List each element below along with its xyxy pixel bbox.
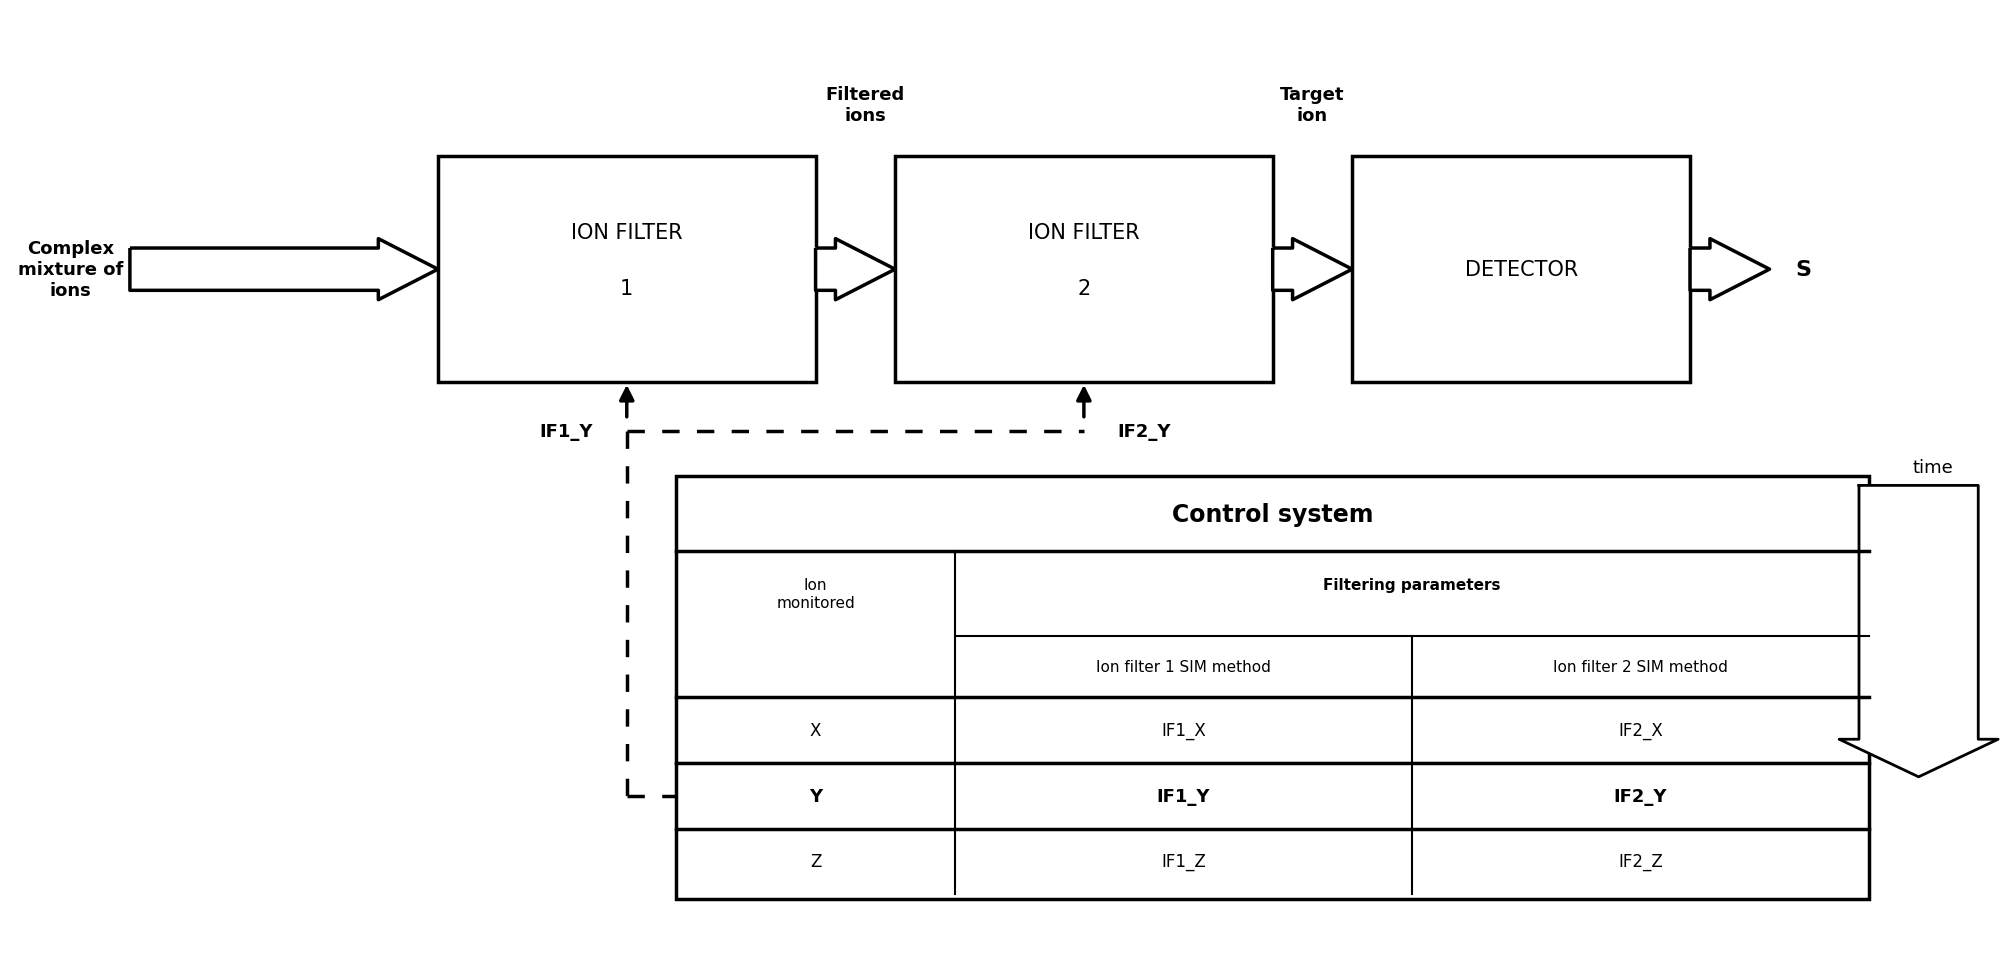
Text: IF2_Z: IF2_Z	[1617, 853, 1662, 870]
Text: IF1_Z: IF1_Z	[1160, 853, 1204, 870]
Text: Filtering parameters: Filtering parameters	[1323, 577, 1500, 592]
Polygon shape	[1839, 486, 1998, 777]
Text: IF1_Y: IF1_Y	[540, 422, 592, 440]
Polygon shape	[129, 239, 437, 300]
Text: Ion filter 2 SIM method: Ion filter 2 SIM method	[1553, 659, 1726, 674]
Text: 1: 1	[620, 278, 632, 298]
Text: time: time	[1911, 458, 1952, 476]
Text: IF2_Y: IF2_Y	[1613, 787, 1666, 804]
Text: X: X	[810, 721, 822, 740]
Bar	[437, 157, 816, 382]
Text: ION FILTER: ION FILTER	[570, 222, 683, 242]
Bar	[894, 157, 1273, 382]
Text: IF1_Y: IF1_Y	[1156, 787, 1210, 804]
Text: Ion
monitored: Ion monitored	[775, 578, 854, 610]
Text: Filtered
ions: Filtered ions	[826, 86, 904, 125]
Text: Ion filter 1 SIM method: Ion filter 1 SIM method	[1096, 659, 1271, 674]
Polygon shape	[816, 239, 894, 300]
Text: Target
ion: Target ion	[1279, 86, 1343, 125]
Text: Y: Y	[808, 787, 822, 804]
Text: IF2_X: IF2_X	[1617, 721, 1662, 740]
Polygon shape	[1273, 239, 1351, 300]
Text: IF2_Y: IF2_Y	[1118, 422, 1170, 440]
Text: Z: Z	[810, 853, 822, 870]
Bar	[1351, 157, 1690, 382]
Bar	[677, 476, 1869, 899]
Text: Control system: Control system	[1172, 502, 1374, 526]
Text: Complex
mixture of
ions: Complex mixture of ions	[18, 240, 123, 299]
Text: ION FILTER: ION FILTER	[1027, 222, 1140, 242]
Text: S: S	[1794, 260, 1811, 280]
Polygon shape	[1690, 239, 1768, 300]
Text: 2: 2	[1077, 278, 1090, 298]
Text: DETECTOR: DETECTOR	[1464, 260, 1577, 280]
Text: IF1_X: IF1_X	[1160, 721, 1204, 740]
